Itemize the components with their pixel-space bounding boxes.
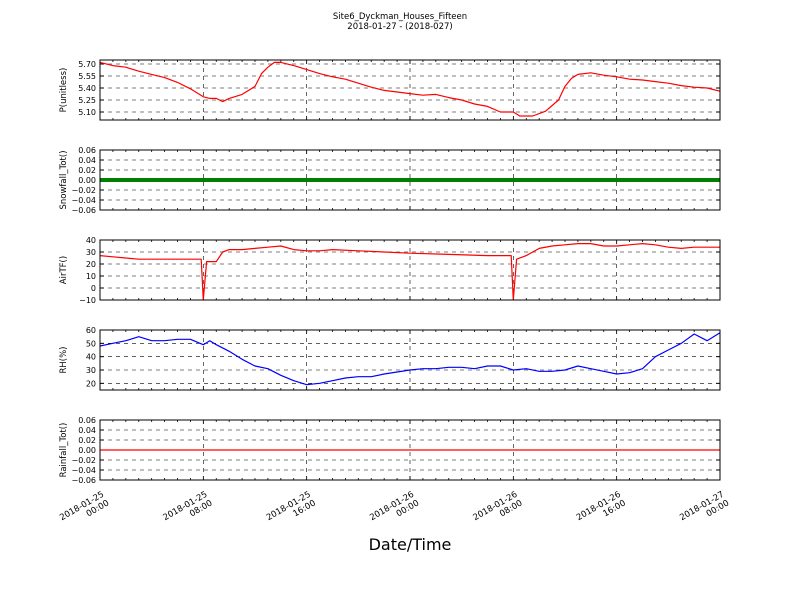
y-tick-label: 0.02 [78, 436, 96, 445]
x-tick-label: 2018-01-2616:00 [575, 490, 628, 532]
panel-frame [99, 149, 721, 211]
y-tick-label: 0.06 [78, 416, 96, 425]
y-tick-label: 5.55 [78, 72, 96, 81]
data-series-line [99, 61, 721, 117]
y-tick-label: 30 [86, 248, 96, 257]
panels-group: 5.105.255.405.555.70P(unitless)−0.06−0.0… [59, 59, 721, 485]
y-tick-label: 0.04 [78, 426, 96, 435]
y-tick-label: 0.00 [78, 446, 96, 455]
y-tick-label: 0.04 [78, 156, 96, 165]
y-tick-label: 5.40 [78, 84, 96, 93]
x-tick-label: 2018-01-2516:00 [265, 490, 318, 532]
y-tick-label: −0.02 [71, 456, 96, 465]
data-series-line [99, 332, 721, 386]
y-axis-label: Snowfall_Tot() [59, 150, 69, 209]
y-tick-label: 0.00 [78, 176, 96, 185]
x-tick-label: 2018-01-2608:00 [472, 490, 525, 532]
y-tick-label: 20 [86, 379, 96, 388]
chart-title-line2: 2018-01-27 - (2018-027) [347, 22, 452, 32]
chart-title-line1: Site6_Dyckman_Houses_Fifteen [333, 12, 467, 22]
y-tick-label: −0.04 [71, 196, 96, 205]
x-tick-label: 2018-01-2700:00 [678, 490, 731, 532]
y-tick-label: −10 [79, 296, 96, 305]
panel-5: −0.06−0.04−0.020.000.020.040.06 Rainfall_… [59, 416, 721, 485]
panel-frame [99, 419, 721, 481]
y-tick-label: 50 [86, 339, 96, 348]
y-tick-label: 10 [86, 272, 96, 281]
y-axis-label: P(unitless) [59, 68, 69, 113]
x-tick-label: 2018-01-2500:00 [58, 490, 111, 532]
panel-1: 5.10 5.25 5.40 5.55 5.70 P(unitless) [59, 59, 721, 121]
y-axis-label: AirTF() [59, 256, 69, 284]
y-tick-label: 5.25 [78, 96, 96, 105]
y-tick-label: 5.70 [78, 60, 96, 69]
y-tick-label: 0 [91, 284, 96, 293]
y-tick-label: −0.02 [71, 186, 96, 195]
y-axis-label: RH(%) [59, 346, 69, 373]
x-axis-ticks: 2018-01-2500:00 2018-01-2508:00 2018-01-25… [58, 490, 731, 532]
y-tick-label: −0.06 [71, 206, 96, 215]
panel-4: 20 30 40 50 60 RH(%) [59, 326, 721, 391]
y-tick-label: 40 [86, 353, 96, 362]
panel-2: −0.06−0.04−0.020.000.020.040.06 Snowfall_… [59, 146, 721, 215]
x-axis-label: Date/Time [369, 535, 452, 554]
y-tick-label: −0.06 [71, 476, 96, 485]
panel-frame [99, 59, 721, 121]
y-tick-label: 0.02 [78, 166, 96, 175]
x-tick-label: 2018-01-2508:00 [162, 490, 215, 532]
y-tick-label: 30 [86, 366, 96, 375]
panel-frame [99, 239, 721, 301]
y-tick-label: 5.10 [78, 108, 96, 117]
y-tick-label: 60 [86, 326, 96, 335]
panel-3: −10 0 10 20 30 40 AirTF() [59, 236, 721, 305]
y-axis-label: Rainfall_Tot() [59, 423, 69, 478]
y-tick-label: 40 [86, 236, 96, 245]
x-tick-label: 2018-01-2600:00 [368, 490, 421, 532]
y-tick-label: 0.06 [78, 146, 96, 155]
panel-frame [99, 329, 721, 391]
y-tick-label: −0.04 [71, 466, 96, 475]
y-tick-label: 20 [86, 260, 96, 269]
